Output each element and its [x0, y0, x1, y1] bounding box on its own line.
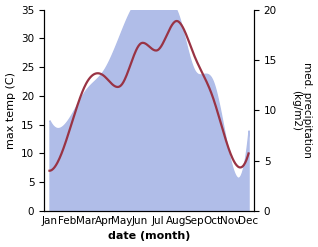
- X-axis label: date (month): date (month): [108, 231, 190, 242]
- Y-axis label: max temp (C): max temp (C): [5, 72, 16, 149]
- Y-axis label: med. precipitation
(kg/m2): med. precipitation (kg/m2): [291, 62, 313, 158]
